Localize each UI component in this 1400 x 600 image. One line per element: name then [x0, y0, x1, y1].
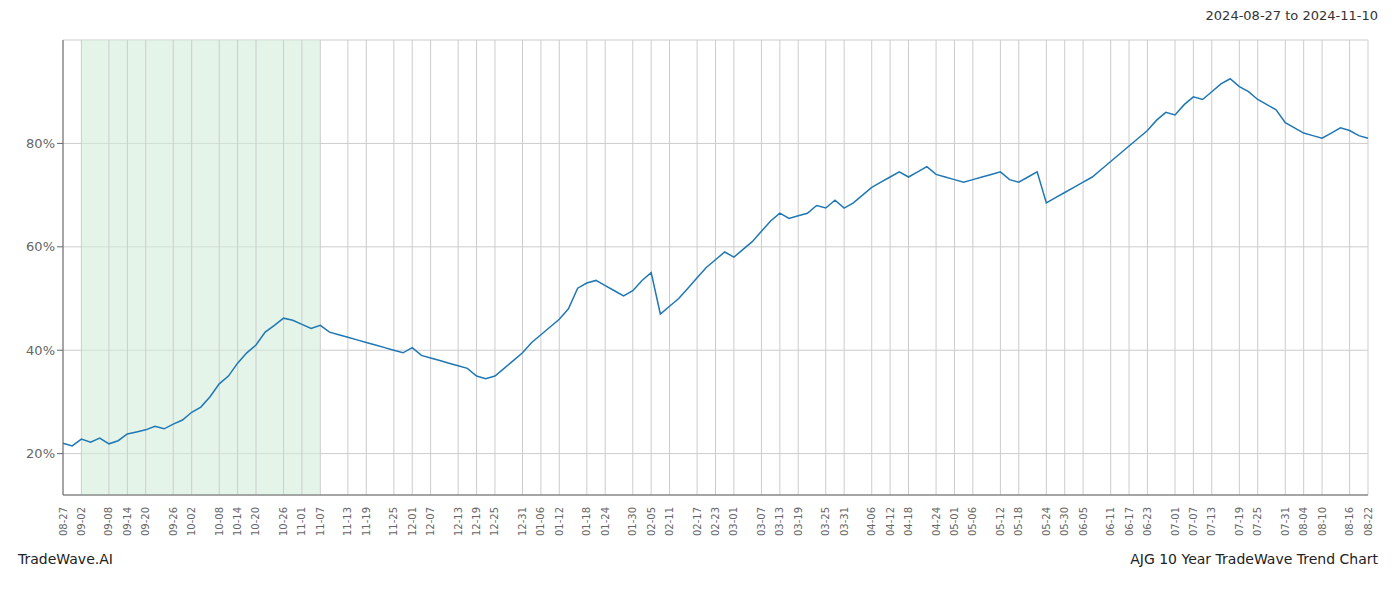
svg-text:11-07: 11-07: [315, 507, 326, 536]
svg-text:03-19: 03-19: [793, 507, 804, 536]
svg-text:10-08: 10-08: [214, 507, 225, 536]
svg-text:02-05: 02-05: [646, 507, 657, 536]
svg-text:05-30: 05-30: [1059, 507, 1070, 536]
svg-text:04-24: 04-24: [931, 507, 942, 536]
svg-text:02-11: 02-11: [664, 507, 675, 536]
svg-text:08-27: 08-27: [58, 507, 69, 536]
svg-text:04-12: 04-12: [885, 507, 896, 536]
svg-text:03-31: 03-31: [839, 507, 850, 536]
svg-text:01-12: 01-12: [554, 507, 565, 536]
svg-text:03-25: 03-25: [820, 507, 831, 536]
svg-text:05-24: 05-24: [1041, 507, 1052, 536]
svg-text:07-13: 07-13: [1206, 507, 1217, 536]
svg-text:02-23: 02-23: [710, 507, 721, 536]
svg-text:08-22: 08-22: [1363, 507, 1374, 536]
svg-text:08-10: 08-10: [1317, 507, 1328, 536]
svg-text:01-24: 01-24: [600, 507, 611, 536]
svg-text:09-26: 09-26: [168, 507, 179, 536]
svg-text:07-07: 07-07: [1188, 507, 1199, 536]
html-text:2024-08-27 to 2024-11-10: 2024-08-27 to 2024-11-10: [1205, 8, 1378, 23]
svg-text:05-01: 05-01: [949, 507, 960, 536]
svg-text:12-07: 12-07: [425, 507, 436, 536]
svg-text:03-07: 03-07: [756, 507, 767, 536]
svg-text:03-13: 03-13: [774, 507, 785, 536]
svg-text:12-25: 12-25: [489, 507, 500, 536]
svg-text:05-06: 05-06: [967, 507, 978, 536]
svg-text:08-04: 08-04: [1298, 507, 1309, 536]
svg-text:01-30: 01-30: [627, 507, 638, 536]
svg-text:09-08: 09-08: [103, 507, 114, 536]
svg-text:40%: 40%: [26, 343, 55, 358]
svg-text:05-12: 05-12: [995, 507, 1006, 536]
svg-text:01-06: 01-06: [535, 507, 546, 536]
svg-text:09-02: 09-02: [76, 507, 87, 536]
svg-text:12-13: 12-13: [453, 507, 464, 536]
svg-text:06-11: 06-11: [1105, 507, 1116, 536]
svg-text:12-01: 12-01: [407, 507, 418, 536]
svg-text:80%: 80%: [26, 136, 55, 151]
svg-text:11-01: 11-01: [296, 507, 307, 536]
svg-text:04-06: 04-06: [866, 507, 877, 536]
svg-text:05-18: 05-18: [1013, 507, 1024, 536]
svg-text:07-25: 07-25: [1252, 507, 1263, 536]
svg-text:06-05: 06-05: [1078, 507, 1089, 536]
svg-text:10-26: 10-26: [278, 507, 289, 536]
svg-text:09-20: 09-20: [140, 507, 151, 536]
html-text:AJG 10 Year TradeWave Trend Ch: AJG 10 Year TradeWave Trend Chart: [1130, 551, 1378, 567]
svg-text:20%: 20%: [26, 446, 55, 461]
svg-text:60%: 60%: [26, 239, 55, 254]
svg-text:12-19: 12-19: [471, 507, 482, 536]
svg-text:12-31: 12-31: [517, 507, 528, 536]
svg-text:11-25: 11-25: [388, 507, 399, 536]
svg-text:11-13: 11-13: [342, 507, 353, 536]
svg-text:07-31: 07-31: [1280, 507, 1291, 536]
svg-text:06-17: 06-17: [1124, 507, 1135, 536]
svg-text:02-17: 02-17: [692, 507, 703, 536]
svg-text:01-18: 01-18: [581, 507, 592, 536]
html-text:TradeWave.AI: TradeWave.AI: [18, 551, 113, 567]
svg-text:04-18: 04-18: [903, 507, 914, 536]
svg-text:03-01: 03-01: [728, 507, 739, 536]
svg-text:07-19: 07-19: [1234, 507, 1245, 536]
svg-text:08-16: 08-16: [1344, 507, 1355, 536]
svg-text:06-23: 06-23: [1142, 507, 1153, 536]
svg-text:07-01: 07-01: [1170, 507, 1181, 536]
svg-text:10-02: 10-02: [186, 507, 197, 536]
svg-text:10-20: 10-20: [250, 507, 261, 536]
svg-text:10-14: 10-14: [232, 507, 243, 536]
svg-text:09-14: 09-14: [122, 507, 133, 536]
svg-text:11-19: 11-19: [361, 507, 372, 536]
